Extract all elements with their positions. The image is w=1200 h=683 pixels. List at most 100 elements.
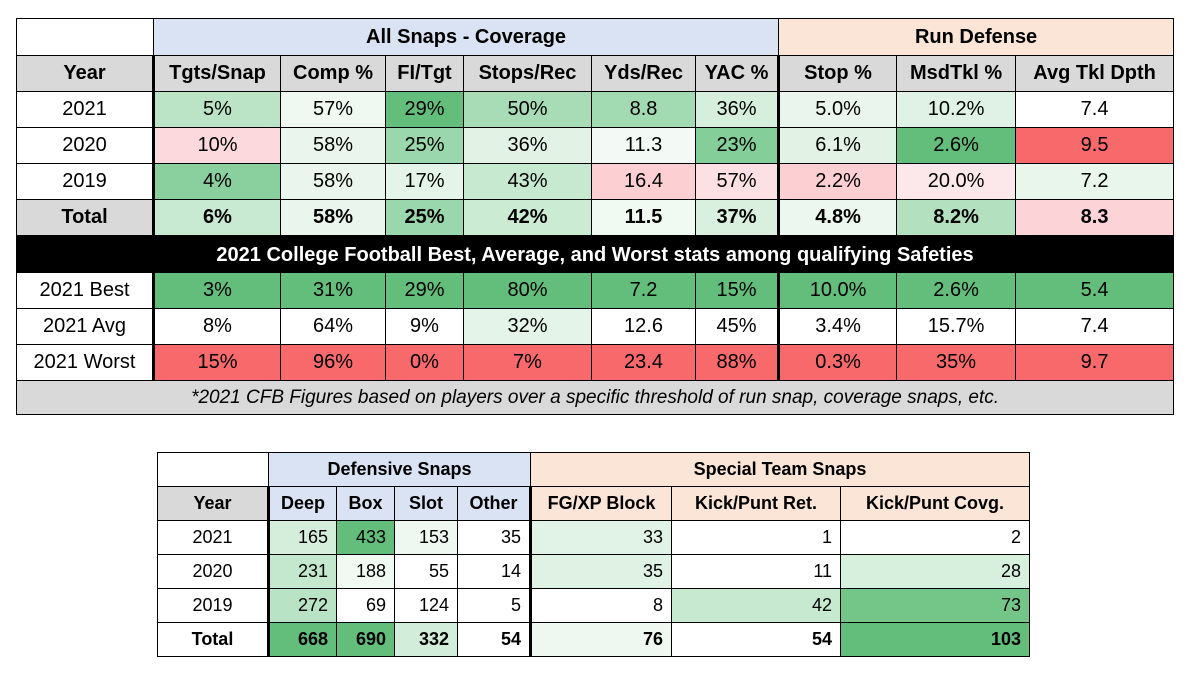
stat-cell: 36% xyxy=(463,127,592,164)
snap-count-cell: 2 xyxy=(839,520,1031,555)
snap-count-cell: 272 xyxy=(268,588,337,623)
stat-cell: 88% xyxy=(694,344,781,381)
column-header: FG/XP Block xyxy=(530,486,672,521)
stat-cell: 2.6% xyxy=(896,127,1017,164)
column-header: Other xyxy=(457,486,532,521)
stat-cell: 15.7% xyxy=(896,308,1017,345)
stat-cell: 9% xyxy=(385,308,464,345)
run-defense-group-header: Run Defense xyxy=(778,18,1175,56)
stat-cell: 10.0% xyxy=(778,272,898,309)
column-header: YAC % xyxy=(694,55,781,92)
stat-cell: 35% xyxy=(896,344,1017,381)
stat-cell: 42% xyxy=(463,199,592,238)
snap-count-cell: 153 xyxy=(394,520,458,555)
stat-cell: 9.5 xyxy=(1015,127,1175,164)
stat-cell: 15% xyxy=(153,344,281,381)
column-header: Comp % xyxy=(280,55,386,92)
stat-cell: 58% xyxy=(280,199,386,238)
column-header: Year xyxy=(157,486,270,521)
row-label: Total xyxy=(157,622,270,657)
snap-count-cell: 8 xyxy=(530,588,672,623)
snap-count-cell: 54 xyxy=(671,622,841,657)
column-header: Avg Tkl Dpth xyxy=(1015,55,1175,92)
row-label: 2021 xyxy=(16,91,155,128)
stat-cell: 29% xyxy=(385,272,464,309)
column-header: Stops/Rec xyxy=(463,55,592,92)
snap-count-cell: 54 xyxy=(457,622,532,657)
snap-count-cell: 188 xyxy=(336,554,395,589)
row-label: 2021 xyxy=(157,520,270,555)
column-header: Kick/Punt Covg. xyxy=(839,486,1031,521)
column-header: Box xyxy=(336,486,395,521)
snap-count-cell: 332 xyxy=(394,622,458,657)
stat-cell: 6.1% xyxy=(778,127,898,164)
stat-cell: 16.4 xyxy=(591,163,696,200)
stat-cell: 17% xyxy=(385,163,464,200)
stat-cell: 15% xyxy=(694,272,781,309)
column-header: Tgts/Snap xyxy=(153,55,281,92)
row-label: 2020 xyxy=(16,127,155,164)
row-label: 2021 Avg xyxy=(16,308,155,345)
snap-count-cell: 76 xyxy=(530,622,672,657)
snap-count-cell: 69 xyxy=(336,588,395,623)
snap-count-cell: 5 xyxy=(457,588,532,623)
stat-cell: 32% xyxy=(463,308,592,345)
stat-cell: 29% xyxy=(385,91,464,128)
stat-cell: 58% xyxy=(280,163,386,200)
column-header: Stop % xyxy=(778,55,898,92)
stat-cell: 11.5 xyxy=(591,199,696,238)
snap-count-cell: 28 xyxy=(839,554,1031,589)
stat-cell: 43% xyxy=(463,163,592,200)
stat-cell: 4% xyxy=(153,163,281,200)
stat-cell: 11.3 xyxy=(591,127,696,164)
snap-count-cell: 124 xyxy=(394,588,458,623)
stat-cell: 96% xyxy=(280,344,386,381)
column-header: Deep xyxy=(268,486,337,521)
stat-cell: 8.2% xyxy=(896,199,1017,238)
stat-cell: 37% xyxy=(694,199,781,238)
snap-count-cell: 1 xyxy=(671,520,841,555)
stat-cell: 64% xyxy=(280,308,386,345)
stat-cell: 3% xyxy=(153,272,281,309)
stat-cell: 12.6 xyxy=(591,308,696,345)
stat-cell: 23.4 xyxy=(591,344,696,381)
stat-cell: 23% xyxy=(694,127,781,164)
stat-cell: 8% xyxy=(153,308,281,345)
stat-cell: 7.4 xyxy=(1015,91,1175,128)
snap-count-cell: 14 xyxy=(457,554,532,589)
stat-cell: 80% xyxy=(463,272,592,309)
stat-cell: 3.4% xyxy=(778,308,898,345)
row-label: 2021 Worst xyxy=(16,344,155,381)
stat-cell: 20.0% xyxy=(896,163,1017,200)
snap-count-cell: 690 xyxy=(336,622,395,657)
stat-cell: 6% xyxy=(153,199,281,238)
stat-cell: 9.7 xyxy=(1015,344,1175,381)
stat-cell: 31% xyxy=(280,272,386,309)
snap-count-cell: 165 xyxy=(268,520,337,555)
snap-count-cell: 73 xyxy=(839,588,1031,623)
stat-cell: 4.8% xyxy=(778,199,898,238)
column-header: Year xyxy=(16,55,155,92)
snap-counts-table: Defensive Snaps Special Team Snaps Year D… xyxy=(157,452,1031,657)
snap-count-cell: 103 xyxy=(839,622,1031,657)
row-label: Total xyxy=(16,199,155,238)
stat-cell: 5% xyxy=(153,91,281,128)
footnote: *2021 CFB Figures based on players over … xyxy=(15,380,1175,415)
row-label: 2019 xyxy=(16,163,155,200)
column-header: MsdTkl % xyxy=(896,55,1017,92)
corner-cell xyxy=(157,452,269,487)
corner-cell xyxy=(16,18,154,56)
stat-cell: 7.2 xyxy=(1015,163,1175,200)
stat-cell: 0% xyxy=(385,344,464,381)
stat-cell: 10% xyxy=(153,127,281,164)
row-label: 2021 Best xyxy=(16,272,155,309)
stat-cell: 57% xyxy=(694,163,781,200)
snap-count-cell: 35 xyxy=(457,520,532,555)
special-team-snaps-group-header: Special Team Snaps xyxy=(529,452,1031,487)
column-header: FI/Tgt xyxy=(385,55,464,92)
column-header: Yds/Rec xyxy=(591,55,696,92)
stat-cell: 7.4 xyxy=(1015,308,1175,345)
snap-count-cell: 35 xyxy=(530,554,672,589)
stat-cell: 8.8 xyxy=(591,91,696,128)
row-label: 2019 xyxy=(157,588,270,623)
